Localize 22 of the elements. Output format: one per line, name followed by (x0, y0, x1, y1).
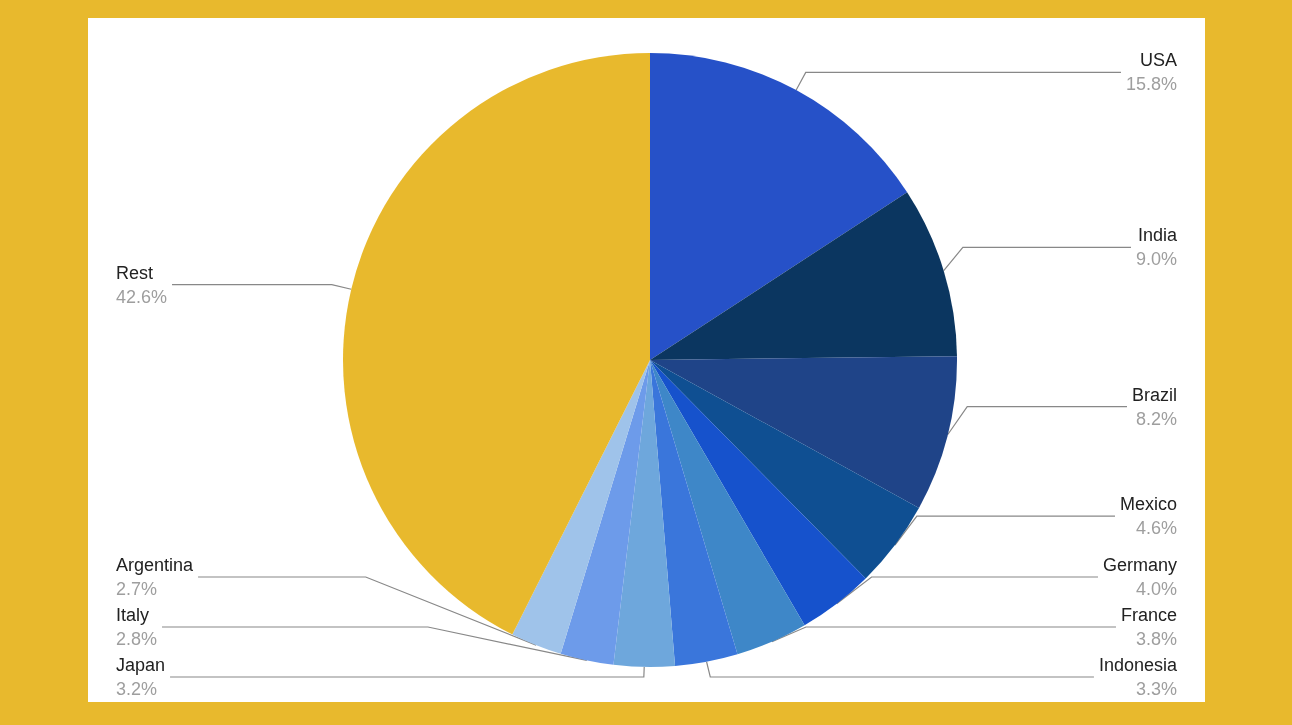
data-label: 2.8% (116, 629, 158, 649)
slice-label: Japan (116, 655, 166, 675)
slice-label: Argentina (116, 555, 195, 575)
data-label: 4.0% (1135, 579, 1177, 599)
data-label: 8.2% (1135, 408, 1177, 429)
data-label: 2.7% (116, 579, 158, 599)
slice-label: Mexico (1119, 494, 1177, 515)
slice-label: France (1120, 605, 1177, 625)
data-label: 3.8% (1135, 629, 1177, 649)
data-label: 3.3% (1135, 679, 1177, 699)
slice-label: Brazil (1131, 384, 1177, 405)
slice-label: Germany (1102, 555, 1177, 575)
data-label: 4.6% (1135, 518, 1177, 539)
slice-label: Italy (116, 605, 150, 625)
slice-label: India (1137, 225, 1178, 246)
data-label: 9.0% (1135, 249, 1177, 270)
data-label: 15.8% (1125, 74, 1177, 95)
slice-label: Indonesia (1098, 655, 1178, 675)
data-label: 3.2% (116, 679, 158, 699)
slice-label: USA (1139, 50, 1177, 71)
slice-label: Rest (116, 262, 154, 283)
data-label: 42.6% (116, 286, 168, 307)
